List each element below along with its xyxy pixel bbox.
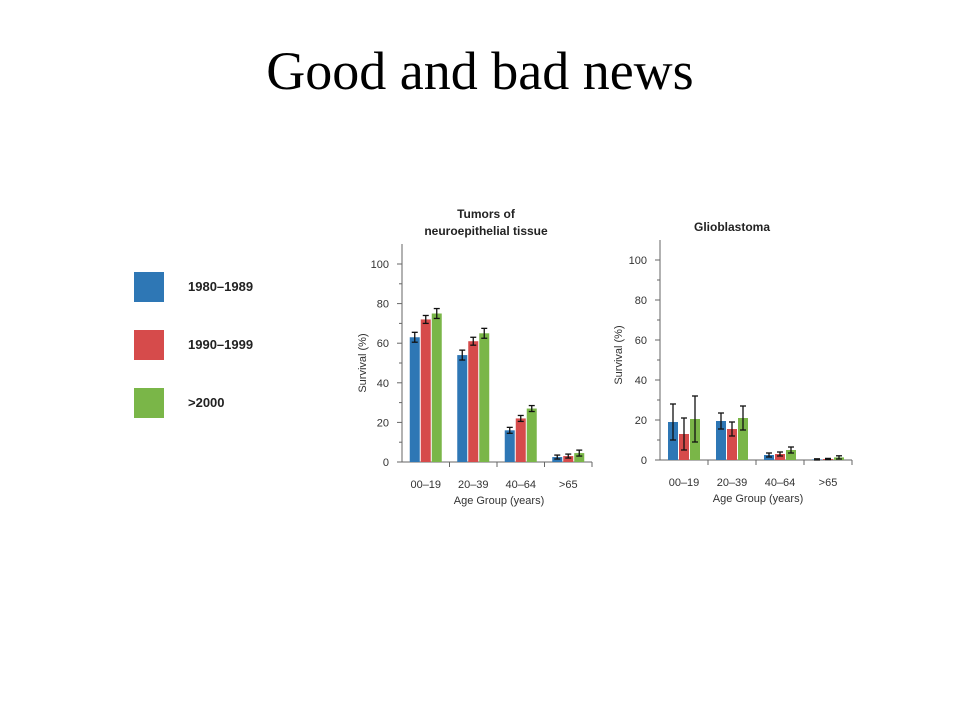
chart2-bar: [775, 454, 785, 460]
chart1-y-tick-label: 60: [377, 338, 389, 350]
chart2-bar: [738, 418, 748, 460]
chart2-x-axis-label: Age Group (years): [713, 493, 803, 505]
chart2-bar: [716, 421, 726, 460]
chart1-y-tick-label: 80: [377, 299, 389, 311]
legend-swatch-1990-1999: [134, 330, 164, 360]
chart2-y-axis-label: Survival (%): [613, 325, 625, 384]
chart1-bar: [563, 456, 574, 462]
chart2-bar: [727, 429, 737, 460]
chart2-x-tick-label: 00–19: [669, 477, 700, 489]
chart2-x-tick-label: >65: [819, 477, 838, 489]
chart1-title-line: neuroepithelial tissue: [424, 224, 548, 238]
chart1-bar: [504, 430, 515, 462]
chart1-x-tick-label: >65: [559, 479, 578, 491]
chart2-x-tick-label: 40–64: [765, 477, 796, 489]
chart1-x-tick-label: 40–64: [505, 479, 536, 491]
chart1-x-tick-label: 00–19: [410, 479, 441, 491]
chart1-y-tick-label: 100: [371, 259, 389, 271]
chart2-y-tick-label: 60: [635, 335, 647, 347]
chart1-bar: [431, 313, 442, 462]
chart1-bar: [515, 418, 526, 462]
chart1-bar: [409, 337, 420, 462]
chart1-x-axis-label: Age Group (years): [454, 495, 544, 507]
chart1-bar: [457, 355, 468, 462]
chart1-bar: [574, 453, 585, 462]
slide-title: Good and bad news: [266, 41, 694, 101]
chart2-y-tick-label: 40: [635, 375, 647, 387]
chart1-y-tick-label: 40: [377, 378, 389, 390]
legend-label-1980-1989: 1980–1989: [188, 279, 254, 294]
legend-label-1990-1999: 1990–1999: [188, 337, 254, 352]
legend-item-after-2000: >2000: [134, 388, 334, 418]
chart1-bar: [479, 333, 490, 462]
chart2-y-tick-label: 80: [635, 295, 647, 307]
chart1-y-axis-label: Survival (%): [357, 333, 369, 392]
chart2-y-tick-label: 0: [641, 455, 647, 467]
chart1-plot: [397, 244, 593, 467]
chart2-x-tick-label: 20–39: [717, 477, 748, 489]
chart2-bar: [668, 422, 678, 460]
chart2-bar: [786, 450, 796, 460]
chart1-bar: [420, 319, 431, 462]
legend-item-1990-1999: 1990–1999: [134, 330, 334, 360]
chart2-title-line: Glioblastoma: [694, 220, 770, 234]
legend-item-1980-1989: 1980–1989: [134, 272, 334, 302]
chart1-y-tick-label: 0: [383, 457, 389, 469]
chart1-bar: [468, 341, 479, 462]
chart2-y-tick-label: 20: [635, 415, 647, 427]
chart1-x-tick-label: 20–39: [458, 479, 489, 491]
chart1-bar: [526, 408, 537, 462]
chart1-title-line: Tumors of: [457, 207, 516, 221]
legend-label-after-2000: >2000: [188, 395, 225, 410]
chart1-y-tick-label: 20: [377, 417, 389, 429]
chart2-plot: [655, 240, 853, 465]
legend-swatch-after-2000: [134, 388, 164, 418]
legend-swatch-1980-1989: [134, 272, 164, 302]
chart2-y-tick-label: 100: [629, 255, 647, 267]
